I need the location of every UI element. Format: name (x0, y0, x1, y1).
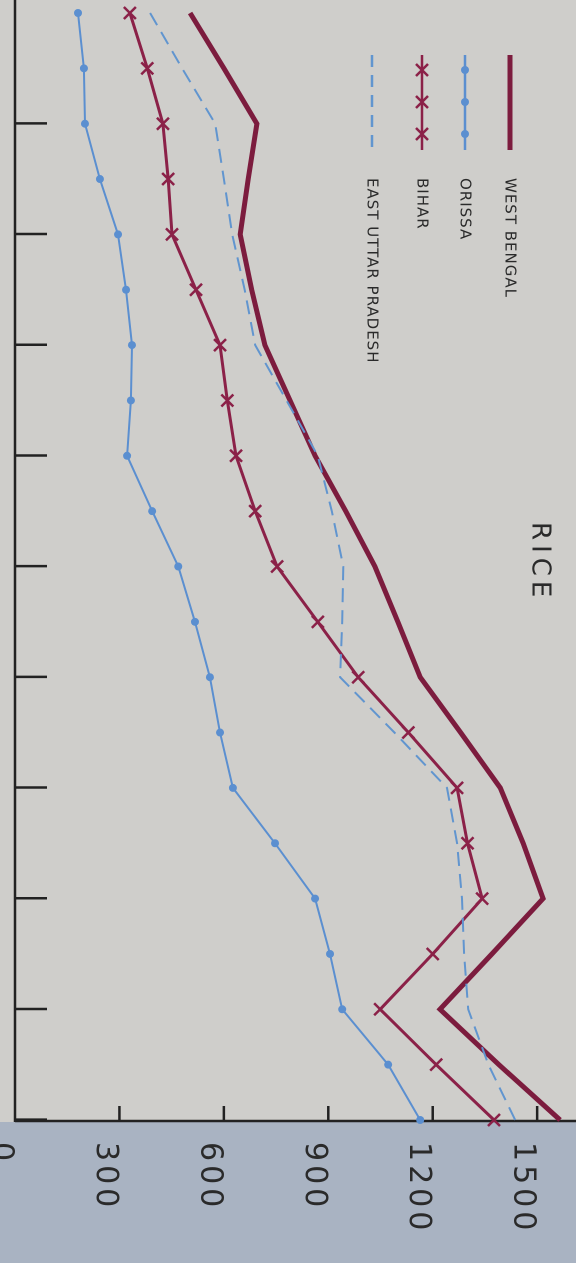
point (429, 1057, 444, 1072)
legend-label: BIHAR (414, 178, 432, 230)
point (161, 172, 176, 186)
point (338, 1005, 347, 1014)
legend-marker (461, 98, 469, 106)
legend-marker (415, 127, 429, 141)
point (80, 119, 89, 128)
point (373, 1002, 388, 1017)
point (248, 504, 263, 519)
point (122, 285, 131, 294)
point (140, 61, 155, 76)
point (228, 783, 237, 792)
point (216, 728, 225, 737)
point (384, 1060, 393, 1069)
point (79, 64, 88, 73)
legend-label: EAST UTTAR PRADESH (364, 178, 382, 363)
point (205, 673, 214, 682)
point (156, 116, 170, 131)
series-line (149, 12, 517, 1121)
point (174, 562, 183, 571)
point (450, 781, 464, 795)
chart-title: RICE (526, 522, 556, 602)
point (148, 507, 157, 516)
point (326, 949, 335, 958)
point (213, 338, 227, 352)
series-line (187, 11, 562, 1122)
point (123, 451, 132, 460)
y-tick-label: 1500 (507, 1142, 542, 1234)
point (310, 614, 325, 629)
legend-label: ORISSA (457, 178, 475, 240)
point (189, 282, 203, 297)
point (74, 9, 83, 17)
point (127, 341, 136, 350)
point (311, 894, 320, 903)
point (114, 230, 123, 239)
point (351, 670, 366, 685)
point (270, 559, 285, 574)
point (220, 393, 235, 408)
plot-background (0, 0, 576, 1122)
y-tick-label: 0 (0, 1142, 20, 1165)
point (487, 1113, 501, 1127)
point (95, 175, 104, 184)
legend-marker (415, 63, 429, 77)
legend-marker (461, 130, 469, 138)
y-tick-label: 300 (89, 1142, 124, 1211)
point (126, 396, 135, 405)
legend-marker (415, 95, 429, 109)
point (190, 617, 199, 626)
legend-label: WEST BENGAL (502, 178, 520, 298)
y-tick-label: 600 (193, 1142, 228, 1211)
y-tick-label: 1200 (402, 1142, 437, 1234)
y-tick-label: 900 (298, 1142, 333, 1211)
legend-marker (461, 66, 469, 74)
point (165, 227, 179, 242)
point (416, 1116, 425, 1124)
point (229, 448, 243, 463)
point (460, 836, 475, 851)
point (425, 947, 440, 961)
point (122, 6, 137, 20)
point (271, 839, 280, 848)
point (475, 891, 490, 906)
point (401, 725, 416, 740)
